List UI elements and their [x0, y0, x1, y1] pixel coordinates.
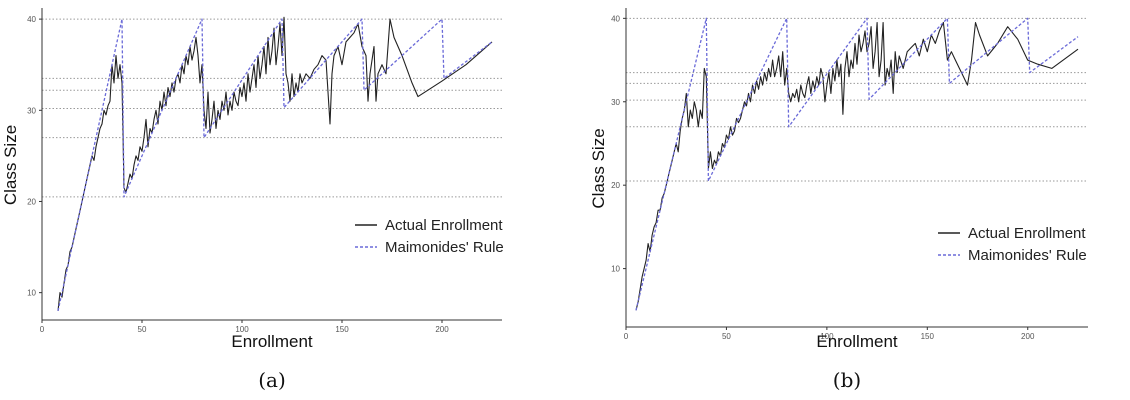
chart-panel-a: 0 50 100 150 200 10 20 30 40 Enrollment Class Size… [1, 8, 504, 392]
x-tick-label: 150 [921, 332, 935, 341]
y-tick-label: 10 [27, 289, 36, 298]
series-line-maimonides-rule [57, 18, 493, 312]
x-tick-label: 150 [335, 325, 349, 334]
legend-label: Actual Enrollment [385, 217, 503, 234]
y-tick-label: 10 [611, 265, 620, 274]
figure-caption: (a) [258, 368, 286, 392]
y-tick-label: 30 [27, 106, 36, 115]
legend-label: Maimonides' Rule [385, 239, 504, 256]
series-line-maimonides-rule [635, 17, 1079, 311]
y-axis-title: Class Size [589, 128, 608, 208]
x-axis-title: Enrollment [231, 332, 313, 351]
x-tick-label: 100 [235, 325, 249, 334]
series-line-actual-enrollment [57, 16, 493, 311]
x-axis-title: Enrollment [816, 332, 898, 351]
y-tick-label: 30 [611, 98, 620, 107]
figure-caption: (b) [833, 368, 861, 392]
legend: Actual Enrollment Maimonides' Rule [355, 217, 504, 256]
legend: Actual Enrollment Maimonides' Rule [938, 225, 1087, 264]
x-tick-label: 200 [435, 325, 449, 334]
series-line-actual-enrollment [635, 21, 1079, 311]
chart-panel-b: 0 50 100 150 200 10 20 30 40 Enrollment Class Size… [589, 8, 1088, 392]
x-tick-label: 200 [1021, 332, 1035, 341]
y-tick-label: 40 [27, 15, 36, 24]
y-tick-label: 40 [611, 14, 620, 23]
y-tick-label: 20 [27, 197, 36, 206]
x-tick-label: 50 [138, 325, 147, 334]
x-tick-label: 100 [820, 332, 834, 341]
x-tick-label: 0 [624, 332, 629, 341]
x-tick-label: 50 [722, 332, 731, 341]
legend-label: Maimonides' Rule [968, 247, 1087, 264]
y-tick-label: 20 [611, 181, 620, 190]
x-tick-label: 0 [40, 325, 45, 334]
legend-label: Actual Enrollment [968, 225, 1086, 242]
y-axis-title: Class Size [1, 125, 20, 205]
